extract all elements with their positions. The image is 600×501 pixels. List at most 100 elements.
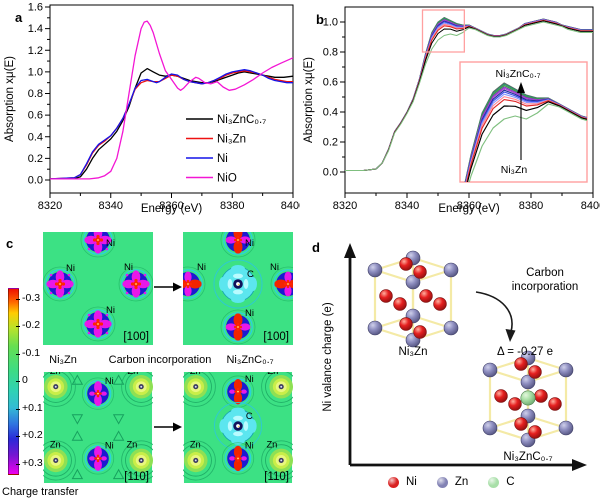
structure-name-right: Ni₃ZnC₀.₇ [226,354,274,366]
svg-text:Ni₃ZnC₀.₇: Ni₃ZnC₀.₇ [217,114,266,126]
ni-atom [81,377,115,410]
structure-name-left: Ni₃Zn [49,354,77,366]
svg-text:1.6: 1.6 [28,2,43,14]
zn-atom-icon [436,476,448,488]
svg-text:Ni: Ni [106,305,115,316]
svg-text:NiO: NiO [217,173,237,185]
svg-text:Ni: Ni [106,238,115,249]
c-atom-icon [488,476,500,488]
colorbar-tick: -0.2 [15,319,41,331]
atom-legend: Ni Zn C [388,476,515,488]
charge-map-svg: Zn Zn Ni Zn Zn Ni [43,372,153,483]
svg-text:0.4: 0.4 [28,131,43,143]
svg-text:0.2: 0.2 [28,153,43,165]
ni3znc-crystal [482,350,574,448]
panel-a-letter: a [15,10,23,25]
contour-mark [71,414,84,425]
svg-text:1.0: 1.0 [28,66,43,78]
svg-text:Ni₃Zn: Ni₃Zn [501,164,528,176]
svg-text:0.4: 0.4 [323,107,338,119]
legend-item-zn: Zn [436,476,468,488]
charge-map-svg: Zn Zn Ni C Zn Zn Ni [183,372,293,483]
colorbar-tick: -0.1 [15,347,41,359]
svg-text:Absorption xμ(E): Absorption xμ(E) [4,56,16,142]
colorbar-tick: +0.3 [16,457,43,469]
svg-text:Zn: Zn [50,440,61,450]
svg-text:8360: 8360 [159,200,183,212]
svg-text:Ni: Ni [245,441,254,451]
svg-text:0.8: 0.8 [323,47,338,59]
svg-text:1.4: 1.4 [28,23,43,35]
legend-item-c: C [488,476,515,488]
svg-text:1.2: 1.2 [28,45,43,57]
c-atom [213,259,263,309]
svg-text:8340: 8340 [395,200,419,212]
ni-atom [81,442,115,475]
zn-atom [121,440,153,481]
contour-mark [71,468,84,480]
ni-atom-icon [388,476,399,488]
svg-text:0.8: 0.8 [28,88,43,100]
colorbar-tick: 0 [16,374,28,386]
curve-Ni [49,69,293,180]
charge-map-ni3zn-100: Ni Ni Ni Ni [100] [43,232,153,345]
svg-text:8360: 8360 [457,200,481,212]
svg-text:Ni: Ni [66,263,75,274]
svg-text:C: C [246,411,253,421]
svg-text:8380: 8380 [519,200,543,212]
svg-text:0.2: 0.2 [323,137,338,149]
svg-text:Ni: Ni [245,238,254,249]
colorbar-tick: +0.1 [16,402,43,414]
colorbar-title: Charge transfer [2,486,79,498]
svg-text:8320: 8320 [38,200,62,212]
svg-text:0.6: 0.6 [28,110,43,122]
svg-text:Ni: Ni [105,376,114,386]
c-atom [213,401,263,451]
contour-mark [112,468,125,480]
svg-text:Ni: Ni [270,262,279,273]
orientation-label: [110] [264,471,289,483]
svg-text:C: C [247,269,254,280]
ni-atom [80,306,116,342]
svg-text:8340: 8340 [99,200,123,212]
orientation-label: [100] [263,331,289,343]
svg-text:Energy (eV): Energy (eV) [141,203,203,215]
colorbar-tick: -0.3 [15,292,41,304]
structure-name-ni3zn: Ni₃Zn [398,346,428,358]
right-arrow-icon [154,422,182,432]
svg-text:Ni₃Zn: Ni₃Zn [217,134,246,146]
curve-NiO [50,20,294,180]
svg-text:Zn: Zn [190,440,201,450]
svg-text:Ni: Ni [124,262,133,273]
legend-item-ni: Ni [388,476,417,488]
zn-atom [43,372,76,407]
ni-atom [80,232,116,258]
ni-atom [220,232,256,258]
svg-text:Zn: Zn [266,440,277,450]
panel-b-letter: b [316,12,324,27]
svg-text:0.0: 0.0 [323,167,338,179]
svg-text:Zn: Zn [127,372,138,376]
zn-atom [183,372,216,407]
panel-c-letter: c [6,236,14,251]
orientation-label: [110] [124,471,149,483]
ni-atom [221,375,255,408]
svg-text:Ni₃ZnC₀.₇: Ni₃ZnC₀.₇ [496,68,541,80]
contour-mark [112,430,125,441]
right-arrow-icon [154,282,182,292]
panel-d: d Ni valance charge (e) Carbon incorpora… [300,230,600,501]
svg-text:Zn: Zn [190,372,201,376]
ni-atom [270,266,293,302]
svg-text:Ni: Ni [105,441,114,451]
svg-text:Absorption xμ(E): Absorption xμ(E) [303,57,315,143]
svg-text:Ni: Ni [197,262,206,273]
y-axis-label: Ni valance charge (e) [322,302,334,412]
svg-text:0.6: 0.6 [323,77,338,89]
svg-text:Zn: Zn [267,372,278,376]
carbon-incorporation-label: Carbon incorporation [511,267,579,293]
panel-d-letter: d [312,240,320,255]
